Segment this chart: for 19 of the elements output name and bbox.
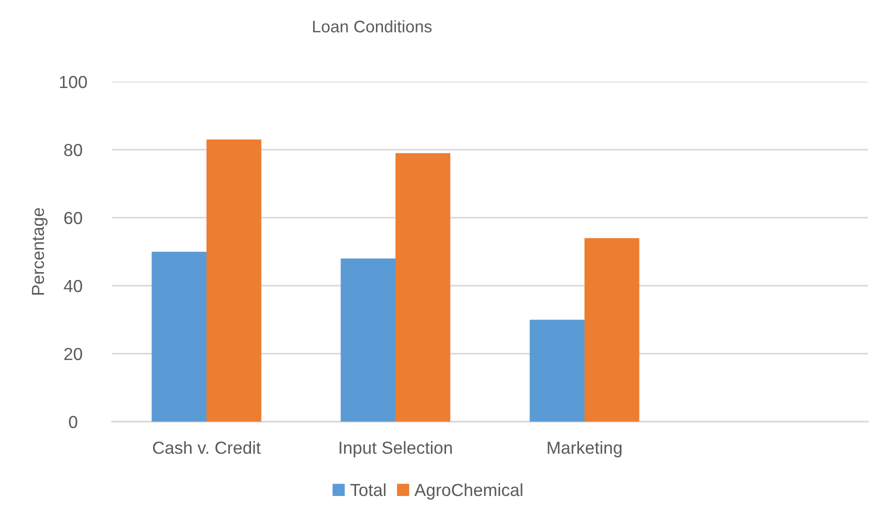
y-tick-label: 80 [64,144,82,156]
y-tick-label: 100 [60,76,87,88]
legend-label: AgroChemical [414,483,522,500]
bar [396,153,450,422]
y-axis-title: Percentage [32,208,48,295]
legend-label: Total [350,483,386,496]
x-tick-label: Input Selection [340,441,452,458]
y-tick-label: 0 [68,416,78,428]
bar [584,238,640,422]
x-tick-label: Cash v. Credit [153,441,261,454]
bar [206,140,262,422]
y-tick-label: 40 [64,280,82,292]
bar [340,258,396,422]
bar [530,320,584,422]
x-tick-label: Marketing [548,441,622,458]
chart-title: Loan Conditions [313,20,432,32]
bar [152,252,206,422]
y-tick-label: 60 [64,212,82,224]
y-tick-label: 20 [64,348,82,360]
